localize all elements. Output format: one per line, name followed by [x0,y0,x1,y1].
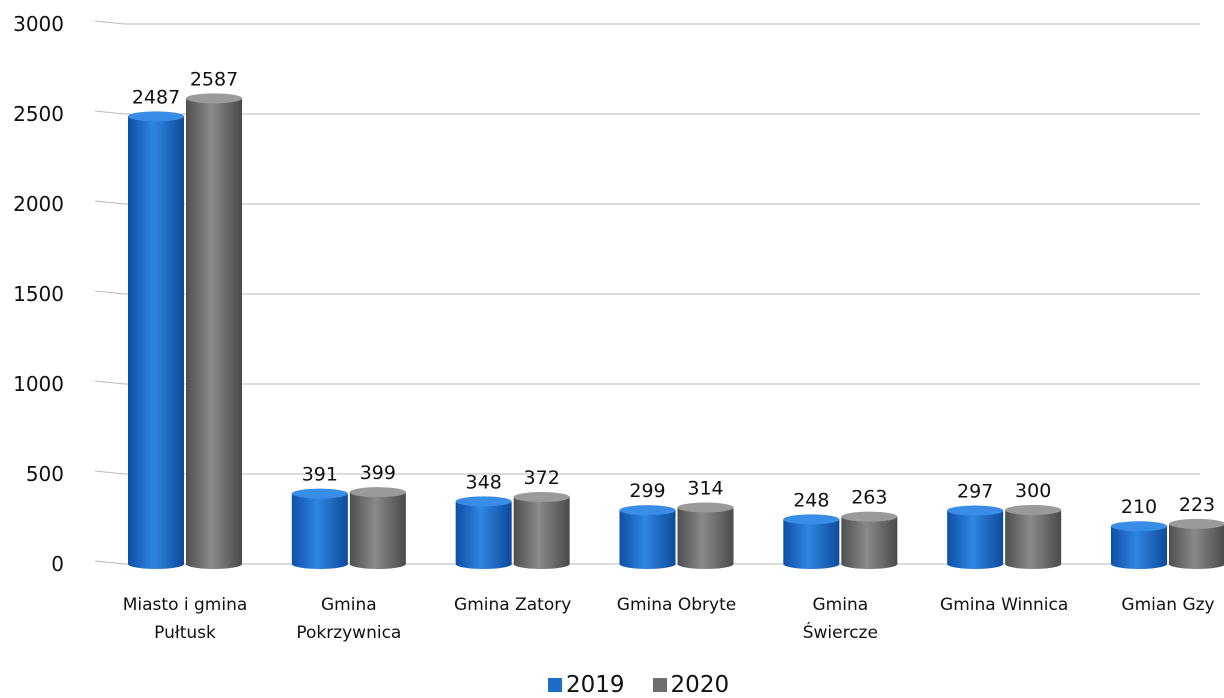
gridline-bevel [94,290,126,295]
bar-2020 [841,511,898,569]
y-tick-label: 2500 [13,102,64,126]
data-label: 2487 [132,86,180,108]
data-label: 299 [629,480,665,502]
x-category-label: Gmina Świercze [803,595,878,643]
x-category-label: Gmina Obryte [617,595,736,615]
legend-swatch-2020 [652,678,667,692]
legend-label-2019: 2019 [566,672,625,698]
data-label: 2587 [190,68,238,90]
x-category-label: Gmina Zatory [454,595,571,615]
y-tick-label: 500 [26,462,64,486]
x-category-label: Gmina Pokrzywnica [296,595,401,643]
gridline-bevel [94,20,126,25]
bar-2020 [349,487,406,569]
data-label: 210 [1121,496,1157,518]
data-label: 300 [1015,480,1051,502]
data-label: 297 [957,481,993,503]
data-label: 372 [524,467,560,489]
data-labels: 2487 2587 391 399 348 372 299 314 248 263 297 300 21… [132,68,1215,518]
bar-2019 [619,505,676,569]
bar-2019 [1111,521,1167,569]
data-label: 348 [466,471,502,493]
legend-item-2020: 2020 [652,672,730,698]
y-axis-ticks: 0 500 1000 1500 2000 2500 3000 [13,12,64,576]
gridlines [94,20,1200,565]
data-label: 248 [793,489,829,511]
data-label: 391 [302,464,338,486]
y-tick-label: 3000 [13,12,64,36]
x-axis-categories: Miasto i gmina Pułtusk Gmina Pokrzywnica Gmi… [123,595,1215,643]
bar-2019 [947,505,1004,569]
gridline-bevel [94,560,126,565]
y-tick-label: 2000 [13,192,64,216]
y-tick-label: 1500 [13,282,64,306]
gridline-bevel [94,380,126,385]
data-label: 399 [360,462,396,484]
bars [128,93,1224,569]
x-category-label: Gmina Winnica [940,595,1068,615]
y-tick-label: 1000 [13,372,64,396]
legend-swatch-2019 [548,678,562,692]
bar-2020 [513,492,570,569]
bar-2019 [783,514,840,569]
legend: 2019 2020 [548,672,729,698]
x-category-label: Gmian Gzy [1121,595,1214,615]
bar-2020 [1169,518,1224,569]
gridline-bevel [94,470,126,475]
y-tick-label: 0 [51,552,64,576]
x-category-label: Miasto i gmina Pułtusk [123,595,248,643]
bar-2019 [128,111,184,569]
bar-2020 [1005,505,1062,569]
data-label: 263 [851,487,887,509]
data-label: 314 [687,477,723,499]
bar-2019 [291,488,348,569]
bar-2020 [677,502,734,569]
gridline-bevel [94,110,126,115]
legend-item-2019: 2019 [548,672,625,698]
bar-2020 [186,93,242,569]
data-label: 223 [1179,494,1215,516]
bar-2019 [455,496,512,569]
gridline-bevel [94,200,126,205]
legend-label-2020: 2020 [670,672,730,698]
